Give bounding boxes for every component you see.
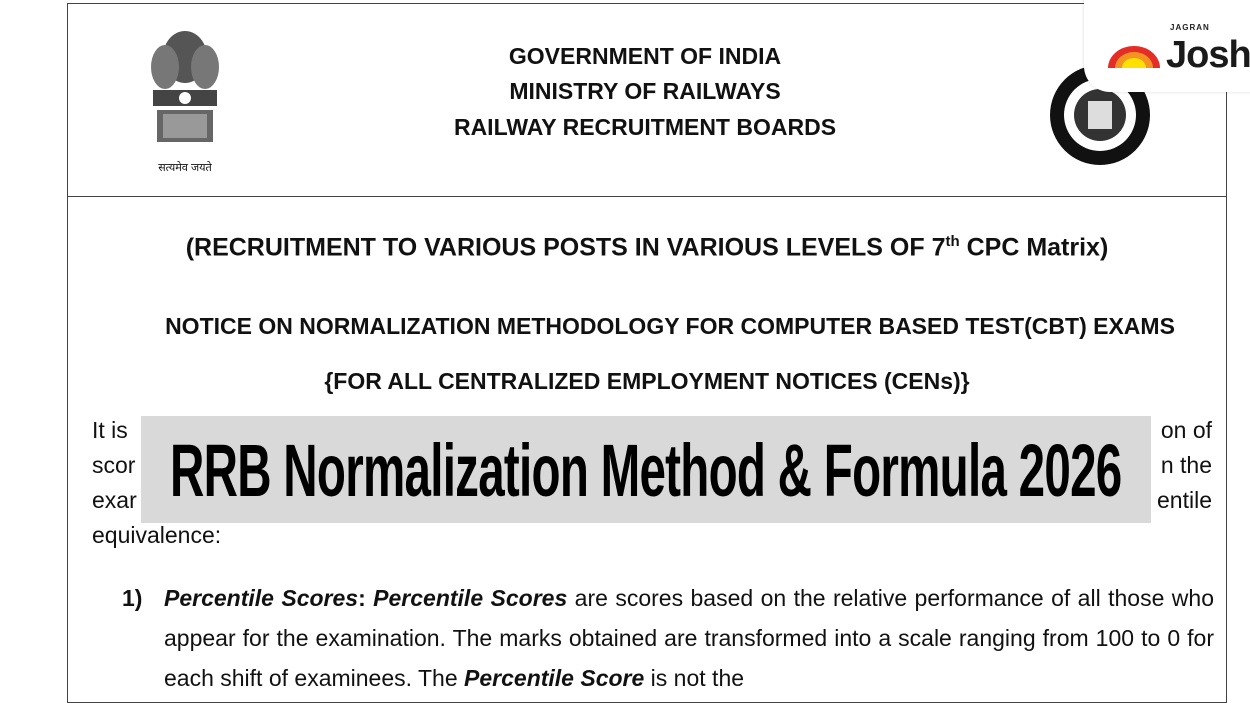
para-line-4: equivalence: [92, 522, 222, 548]
cens-title: {FOR ALL CENTRALIZED EMPLOYMENT NOTICES … [324, 368, 970, 394]
notice-title: NOTICE ON NORMALIZATION METHODOLOGY FOR … [165, 313, 1175, 339]
title-banner: RRB Normalization Method & Formula 2026 [141, 416, 1151, 523]
emblem-motto: सत्यमेव जयते [158, 162, 212, 174]
banner-title: RRB Normalization Method & Formula 2026 [170, 428, 1122, 511]
list-item-percentile-scores: 1) Percentile Scores: Percentile Scores … [122, 578, 1214, 698]
header-divider [67, 196, 1227, 197]
para-line-1-left: It is [92, 417, 128, 443]
logo-josh-text: Josh [1166, 34, 1250, 76]
item-number: 1) [122, 585, 143, 611]
header-line-2: MINISTRY OF RAILWAYS [509, 78, 781, 104]
sunrise-logo-icon [1108, 46, 1160, 68]
recruitment-title: (RECRUITMENT TO VARIOUS POSTS IN VARIOUS… [185, 233, 1109, 262]
para-line-1-right: on of [1160, 417, 1212, 443]
header-line-3: RAILWAY RECRUITMENT BOARDS [453, 114, 837, 140]
para-line-2-right: n the [1160, 452, 1212, 478]
header-line-1: GOVERNMENT OF INDIA [508, 43, 782, 69]
ashoka-emblem-icon [151, 31, 219, 142]
logo-jagran-text: JAGRAN [1170, 23, 1210, 32]
jagran-josh-logo[interactable]: JAGRAN Josh [1084, 0, 1250, 92]
para-line-3-left: exar [92, 487, 137, 513]
para-line-3-right: entile [1157, 487, 1212, 513]
para-line-2-left: scor [92, 452, 136, 478]
